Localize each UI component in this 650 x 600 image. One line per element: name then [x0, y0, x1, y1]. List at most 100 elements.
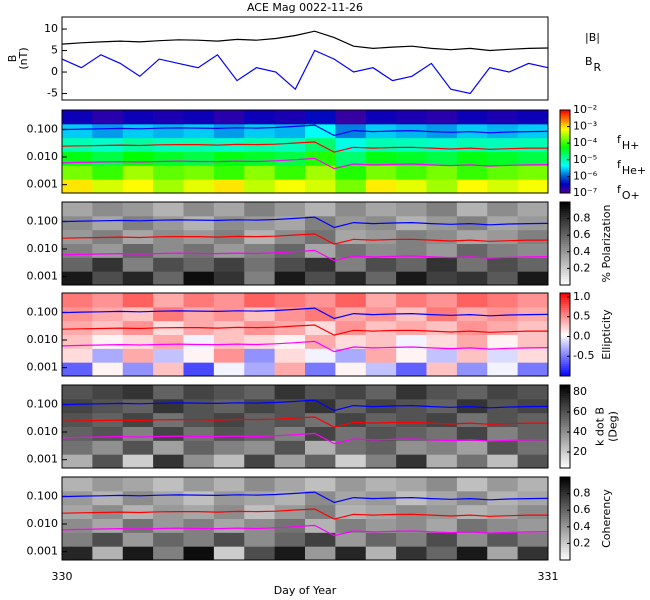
heatmap-cell	[274, 532, 306, 547]
heatmap-cell	[62, 334, 93, 349]
colorbar-segment	[560, 371, 570, 375]
colorbar-segment	[560, 303, 570, 306]
heatmap-cell	[122, 137, 154, 152]
colorbar-segment	[560, 313, 570, 317]
colorbar-segment	[560, 272, 570, 276]
heatmap-cell	[335, 137, 367, 152]
heatmap-cell	[305, 532, 336, 547]
heatmap-cell	[122, 348, 154, 363]
colorbar-segment	[560, 553, 570, 557]
heatmap-cell	[456, 362, 488, 377]
heatmap-cell	[274, 546, 306, 561]
colorbar-segment	[560, 395, 570, 398]
heatmap-cell	[487, 293, 519, 308]
colorbar-segment	[560, 369, 570, 373]
heatmap-cell	[517, 385, 549, 400]
colorbar-segment	[560, 495, 570, 499]
colorbar-segment	[560, 130, 570, 134]
heatmap-cell	[396, 137, 427, 152]
heatmap-cell	[365, 518, 397, 533]
colorbar-segment	[560, 218, 570, 222]
colorbar-segment	[560, 136, 570, 140]
colorbar-segment	[560, 114, 570, 117]
heatmap-cell	[426, 426, 458, 441]
heatmap-cell	[426, 334, 458, 349]
colorbar-segment	[560, 346, 570, 350]
heatmap-cell	[244, 179, 276, 194]
chart-title: ACE Mag 0022-11-26	[247, 1, 363, 14]
y-tick-label: 0.100	[27, 397, 59, 410]
heatmap-cell	[153, 426, 184, 441]
heatmap-cell	[274, 229, 306, 244]
colorbar-segment	[560, 547, 570, 551]
y-tick-label: 0.100	[27, 305, 59, 318]
heatmap-cell	[153, 151, 184, 166]
colorbar-segment	[560, 499, 570, 503]
colorbar-segment	[560, 443, 570, 446]
heatmap-cell	[153, 546, 184, 561]
series-line	[61, 340, 549, 353]
y-tick-label: 0.010	[27, 517, 59, 530]
heatmap-cell	[62, 518, 93, 533]
heatmap-cell	[517, 412, 549, 427]
heatmap-cell	[122, 504, 154, 519]
colorbar-segment	[560, 159, 570, 163]
heatmap-cell	[335, 412, 367, 427]
series-line	[61, 124, 549, 137]
heatmap-cell	[456, 440, 488, 455]
x-tick-label: 331	[538, 570, 559, 583]
heatmap-cell	[487, 151, 519, 166]
heatmap-cell	[456, 306, 488, 322]
heatmap-cell	[305, 362, 336, 377]
heatmap-cell	[305, 257, 336, 272]
colorbar-segment	[560, 424, 570, 427]
colorbar-segment	[560, 214, 570, 218]
heatmap-cell	[456, 334, 488, 349]
heatmap-cell	[335, 202, 367, 217]
heatmap-cell	[456, 426, 488, 441]
heatmap-cell	[335, 454, 367, 469]
heatmap-cell	[335, 151, 367, 166]
heatmap-cell	[122, 362, 154, 377]
colorbar-segment	[560, 461, 570, 465]
heatmap-cell	[62, 151, 93, 166]
heatmap-cell	[517, 518, 549, 533]
heatmap-cell	[487, 215, 519, 231]
heatmap-cell	[244, 306, 276, 322]
series-line	[61, 491, 549, 504]
colorbar-segment	[560, 543, 570, 546]
colorbar-segment	[560, 438, 570, 442]
heatmap-cell	[183, 348, 215, 363]
colorbar-tick-label: 40	[573, 425, 587, 438]
colorbar-segment	[560, 157, 570, 161]
y-tick-label: 0.010	[27, 150, 59, 163]
colorbar-label: Coherency	[600, 489, 613, 548]
colorbar-segment	[560, 403, 570, 407]
heatmap-cell	[274, 179, 306, 194]
heatmap-cell	[274, 440, 306, 455]
colorbar-segment	[560, 311, 570, 315]
heatmap-cell	[396, 179, 427, 194]
heatmap-cell	[92, 546, 124, 561]
colorbar-segment	[560, 237, 570, 240]
heatmap-cell	[62, 385, 93, 400]
heatmap-cell	[62, 320, 93, 335]
heatmap-cell	[487, 243, 519, 258]
heatmap-cell	[244, 532, 276, 547]
heatmap-cell	[274, 165, 306, 180]
heatmap-cell	[335, 179, 367, 194]
heatmap-cell	[335, 257, 367, 272]
heatmap-cell	[487, 426, 519, 441]
heatmap-cell	[426, 504, 458, 519]
heatmap-cell	[365, 334, 397, 349]
heatmap-cell	[456, 348, 488, 363]
heatmap-cell	[396, 257, 427, 272]
series-line	[61, 524, 549, 537]
heatmap-cell	[396, 454, 427, 469]
colorbar-segment	[560, 266, 570, 269]
heatmap-cell	[92, 179, 124, 194]
colorbar-segment	[560, 533, 570, 536]
heatmap-cell	[426, 532, 458, 547]
colorbar-segment	[560, 342, 570, 346]
colorbar-segment	[560, 441, 570, 444]
